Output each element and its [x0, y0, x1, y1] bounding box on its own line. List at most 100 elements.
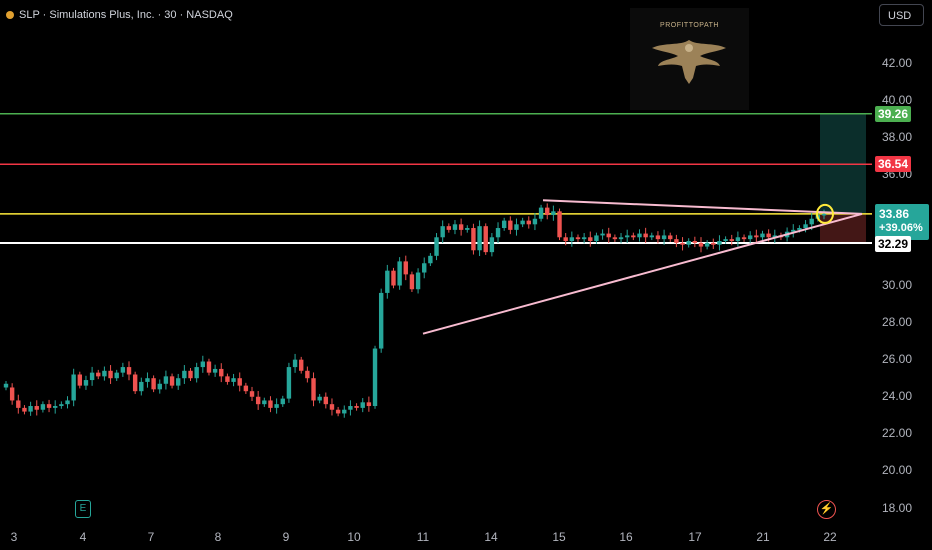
- candle-body: [477, 226, 482, 251]
- price-tick: 42.00: [881, 56, 912, 70]
- candle-body: [53, 406, 58, 408]
- candle-body: [3, 383, 9, 388]
- candle-body: [557, 211, 562, 238]
- candle-body: [772, 235, 777, 238]
- candle-body: [415, 272, 421, 290]
- candle-body: [354, 406, 359, 408]
- time-tick: 4: [79, 530, 87, 544]
- candle-body: [40, 404, 46, 410]
- symbol-title[interactable]: SLP · Simulations Plus, Inc. · 30 · NASD…: [6, 9, 233, 21]
- candle-body: [225, 376, 230, 382]
- lightning-icon[interactable]: ⚡: [817, 500, 836, 519]
- candle-body: [212, 368, 218, 373]
- last-price-tag: 33.86 +39.06%: [875, 204, 929, 240]
- candle-body: [71, 374, 76, 401]
- candle-body: [428, 255, 433, 264]
- candle-body: [391, 270, 396, 286]
- candle-body: [89, 372, 95, 381]
- candle-body: [526, 220, 531, 225]
- symbol-line: SLP · Simulations Plus, Inc. · 30 · NASD…: [19, 9, 233, 21]
- candle-body: [741, 237, 747, 240]
- price-tick: 30.00: [881, 278, 912, 292]
- candle-body: [132, 374, 138, 392]
- candle-body: [151, 378, 156, 390]
- candle-body: [791, 229, 796, 232]
- candle-body: [169, 376, 175, 386]
- candle-body: [292, 359, 298, 368]
- time-axis[interactable]: 3 4 7 8 9 10 11 14 15 16 17 21 22: [0, 524, 872, 550]
- candle-body: [508, 220, 513, 230]
- candle-body: [145, 378, 150, 382]
- price-tick: 38.00: [881, 130, 912, 144]
- candle-body: [77, 374, 83, 386]
- candle-body: [65, 400, 70, 405]
- candle-body: [618, 237, 624, 240]
- price-chart[interactable]: [0, 0, 872, 524]
- candle-body: [797, 228, 802, 230]
- candle-body: [249, 391, 255, 397]
- candle-body: [422, 263, 427, 273]
- change-percent: +39.06%: [879, 222, 923, 234]
- price-tick: 18.00: [881, 501, 912, 515]
- time-tick: 16: [619, 530, 633, 544]
- candle-body: [760, 233, 765, 238]
- candle-body: [551, 211, 556, 216]
- candle-body: [16, 400, 21, 408]
- candle-body: [766, 233, 771, 238]
- price-axis[interactable]: 42.00 40.00 38.00 36.00 30.00 28.00 26.0…: [872, 0, 932, 550]
- candle-body: [606, 233, 611, 238]
- candle-body: [157, 383, 162, 390]
- candle-body: [735, 237, 741, 241]
- candle-body: [200, 361, 206, 368]
- candle-body: [9, 387, 15, 401]
- candle-body: [588, 237, 593, 241]
- candle-body: [34, 406, 39, 410]
- candle-body: [378, 292, 384, 349]
- candle-body: [126, 367, 132, 375]
- candle-body: [729, 239, 734, 241]
- candle-body: [163, 376, 169, 384]
- candle-body: [446, 226, 452, 230]
- candle-body: [661, 235, 667, 240]
- candle-body: [434, 237, 439, 256]
- earnings-marker[interactable]: E: [75, 500, 91, 518]
- time-tick: 7: [147, 530, 155, 544]
- candle-body: [717, 241, 722, 245]
- candle-body: [372, 348, 378, 407]
- price-tick: 28.00: [881, 315, 912, 329]
- candle-body: [366, 402, 372, 407]
- candle-body: [46, 404, 52, 408]
- candle-body: [108, 370, 113, 379]
- time-tick: 8: [214, 530, 222, 544]
- candle-body: [514, 224, 519, 230]
- time-tick: 11: [416, 530, 430, 544]
- candle-body: [723, 239, 728, 241]
- time-tick: 3: [10, 530, 18, 544]
- candle-body: [114, 372, 119, 379]
- price-tick: 24.00: [881, 389, 912, 403]
- candle-body: [231, 378, 236, 382]
- candle-body: [649, 235, 654, 238]
- candle-body: [704, 242, 710, 247]
- candle-body: [594, 235, 599, 241]
- candle-body: [624, 235, 630, 238]
- candle-body: [465, 228, 470, 230]
- currency-button[interactable]: USD: [879, 4, 924, 26]
- candle-body: [176, 378, 181, 386]
- candle-body: [458, 224, 464, 230]
- candle-body: [188, 370, 193, 379]
- eagle-icon: [652, 40, 726, 84]
- candle-body: [360, 402, 365, 408]
- time-tick: 14: [484, 530, 498, 544]
- candle-body: [403, 261, 408, 275]
- candle-body: [397, 261, 402, 286]
- candle-body: [385, 270, 390, 293]
- support-price-tag: 32.29: [875, 236, 912, 252]
- candle-body: [102, 370, 107, 377]
- candle-body: [821, 213, 827, 216]
- candle-body: [243, 385, 249, 392]
- candle-body: [501, 220, 507, 229]
- candle-body: [311, 378, 316, 401]
- candle-body: [348, 406, 353, 410]
- price-tick: 40.00: [881, 93, 912, 107]
